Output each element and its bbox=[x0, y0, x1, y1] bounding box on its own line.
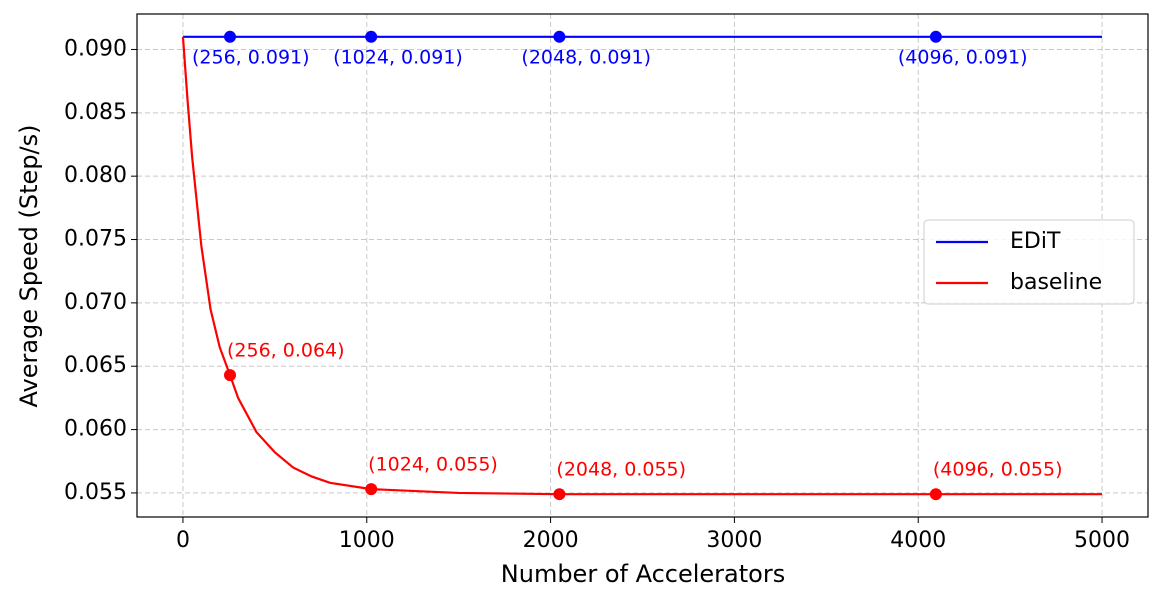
x-axis-label: Number of Accelerators bbox=[501, 560, 785, 588]
data-point bbox=[553, 488, 566, 501]
data-label: (2048, 0.091) bbox=[521, 46, 651, 68]
data-point bbox=[365, 30, 378, 43]
data-point bbox=[224, 30, 237, 43]
data-point bbox=[553, 30, 566, 43]
x-tick-label: 2000 bbox=[523, 528, 579, 553]
y-tick-label: 0.070 bbox=[64, 290, 127, 315]
legend-label: EDiT bbox=[1010, 229, 1061, 254]
x-tick-label: 5000 bbox=[1074, 528, 1130, 553]
y-tick-label: 0.060 bbox=[64, 417, 127, 442]
x-tick-label: 1000 bbox=[339, 528, 395, 553]
data-label: (2048, 0.055) bbox=[556, 459, 686, 481]
data-label: (256, 0.091) bbox=[192, 46, 310, 68]
y-tick-label: 0.055 bbox=[64, 480, 127, 505]
data-point bbox=[365, 483, 378, 496]
plot-frame bbox=[136, 13, 1149, 518]
x-tick-label: 3000 bbox=[706, 528, 762, 553]
y-tick-label: 0.080 bbox=[64, 163, 127, 188]
y-tick-label: 0.090 bbox=[64, 36, 127, 61]
y-axis-label: Average Speed (Step/s) bbox=[15, 124, 43, 407]
y-tick-label: 0.085 bbox=[64, 100, 127, 125]
data-point bbox=[929, 488, 942, 501]
data-point bbox=[929, 30, 942, 43]
legend-label: baseline bbox=[1010, 270, 1102, 295]
data-point bbox=[224, 369, 237, 382]
y-tick-label: 0.075 bbox=[64, 227, 127, 252]
y-tick-label: 0.065 bbox=[64, 353, 127, 378]
data-label: (1024, 0.055) bbox=[368, 454, 498, 476]
data-label: (1024, 0.091) bbox=[333, 46, 463, 68]
data-label: (4096, 0.055) bbox=[933, 459, 1063, 481]
data-label: (256, 0.064) bbox=[227, 340, 345, 362]
data-label: (4096, 0.091) bbox=[898, 46, 1028, 68]
x-tick-label: 0 bbox=[176, 528, 190, 553]
x-tick-label: 4000 bbox=[890, 528, 946, 553]
